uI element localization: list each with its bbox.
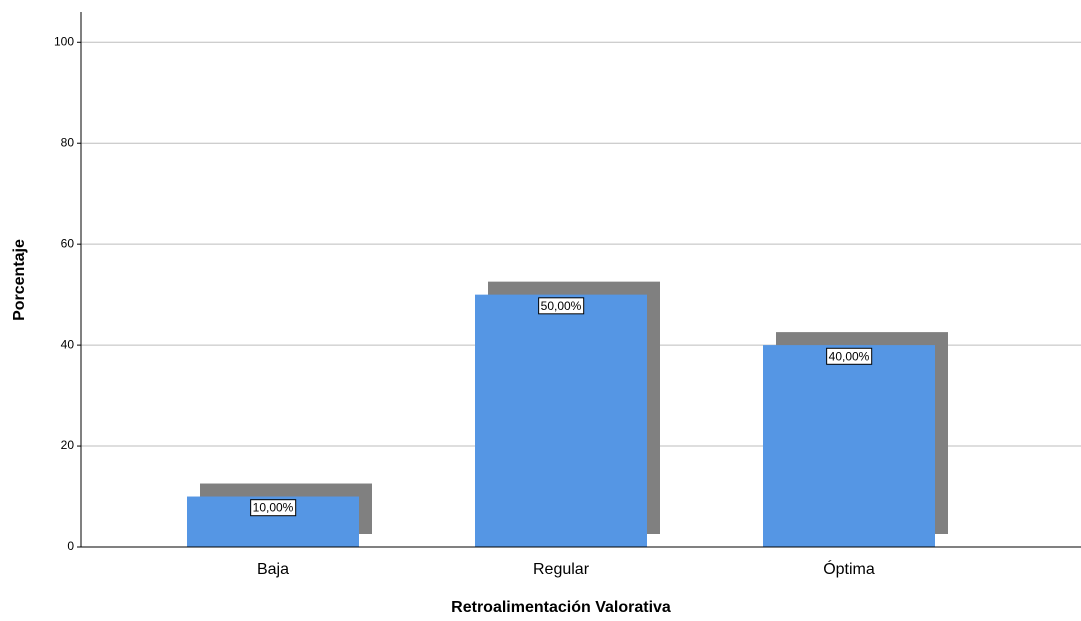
y-tick-label: 0 (67, 539, 74, 553)
value-label: 40,00% (829, 349, 870, 363)
value-label-box (826, 347, 873, 365)
x-tick-label: Regular (533, 561, 590, 578)
value-label-box (250, 499, 297, 517)
value-label-box (538, 297, 585, 315)
y-tick-label: 100 (54, 34, 74, 48)
bar (475, 294, 647, 547)
value-label: 10,00% (253, 501, 294, 515)
x-axis-title: Retroalimentación Valorativa (451, 599, 671, 616)
bar (763, 345, 935, 547)
y-tick-label: 40 (61, 337, 75, 351)
y-axis-title: Porcentaje (11, 239, 28, 321)
y-tick-label: 60 (61, 236, 75, 250)
x-tick-label: Baja (257, 561, 289, 578)
y-tick-label: 20 (61, 438, 75, 452)
value-label: 50,00% (541, 299, 582, 313)
x-tick-label: Óptima (823, 559, 875, 578)
y-tick-label: 80 (61, 135, 75, 149)
